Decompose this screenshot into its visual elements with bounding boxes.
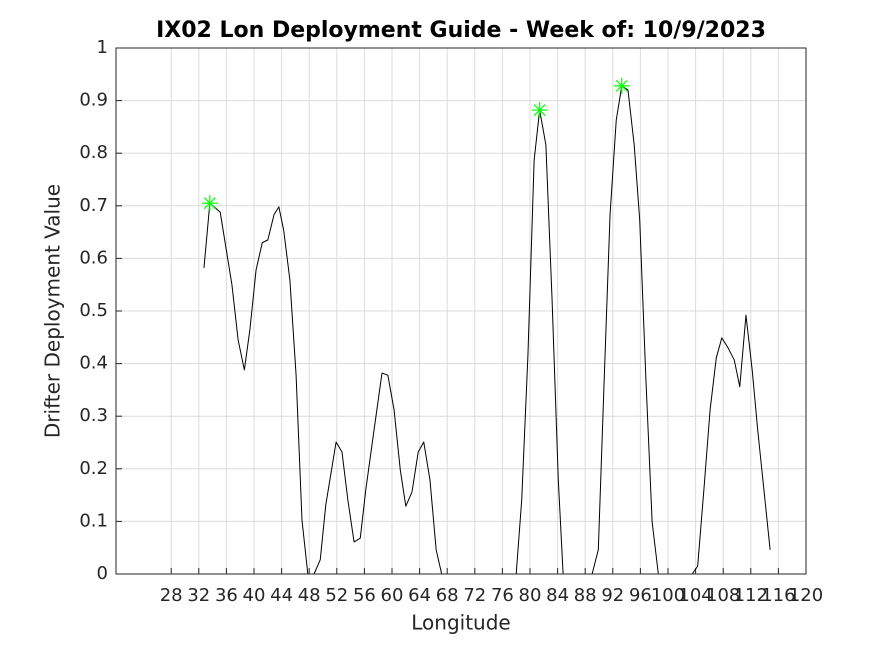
- x-tick-label: 68: [436, 585, 459, 606]
- x-tick-label: 108: [706, 585, 740, 606]
- x-tick-label: 32: [187, 585, 210, 606]
- labels: 0 0.1 0.2 0.3 0.4 0.5 0.6 0.7 0.8 0.9 1 28 32 36 40 44 4…: [79, 37, 823, 606]
- y-tick-label: 0.6: [79, 247, 108, 268]
- x-axis-label: Longitude: [411, 611, 510, 635]
- x-tick-label: 44: [270, 585, 293, 606]
- x-tick-label: 112: [734, 585, 768, 606]
- marker-stroke: [533, 104, 546, 117]
- y-tick-label: 0.4: [79, 353, 108, 374]
- x-tick-label: 60: [381, 585, 404, 606]
- y-tick-label: 0.3: [79, 405, 108, 426]
- x-tick-label: 52: [325, 585, 348, 606]
- y-tick-label: 0.7: [79, 195, 108, 216]
- x-tick-label: 56: [353, 585, 376, 606]
- peak-marker: [201, 195, 218, 212]
- peak-marker: [613, 77, 630, 94]
- x-tick-label: 84: [546, 585, 569, 606]
- data-line: [203, 85, 771, 575]
- x-tick-label: 72: [463, 585, 486, 606]
- x-tick-label: 92: [601, 585, 624, 606]
- axes-box: [115, 47, 807, 575]
- y-tick-label: 1: [97, 37, 108, 58]
- marks: [201, 77, 771, 575]
- marker-stroke: [203, 197, 216, 210]
- x-tick-label: 76: [491, 585, 514, 606]
- y-tick-label: 0.1: [79, 510, 108, 531]
- x-tick-label: 104: [678, 585, 712, 606]
- x-tick-label: 88: [574, 585, 597, 606]
- y-tick-label: 0.2: [79, 458, 108, 479]
- x-tick-label: 28: [160, 585, 183, 606]
- chart-title: IX02 Lon Deployment Guide - Week of: 10/…: [156, 18, 766, 43]
- y-tick-label: 0.5: [79, 300, 108, 321]
- x-tick-label: 36: [215, 585, 238, 606]
- y-axis-label: Drifter Deployment Value: [41, 184, 65, 438]
- y-tick-label: 0.9: [79, 90, 108, 111]
- peak-marker: [531, 102, 548, 119]
- marker-stroke: [615, 79, 628, 92]
- x-tick-label: 116: [761, 585, 795, 606]
- x-tick-label: 96: [629, 585, 652, 606]
- x-tick-label: 100: [651, 585, 685, 606]
- x-tick-label: 40: [243, 585, 266, 606]
- x-tick-label: 120: [789, 585, 823, 606]
- y-tick-label: 0: [97, 563, 108, 584]
- x-tick-label: 80: [519, 585, 542, 606]
- x-tick-label: 64: [408, 585, 431, 606]
- y-tick-label: 0.8: [79, 142, 108, 163]
- x-tick-label: 48: [298, 585, 321, 606]
